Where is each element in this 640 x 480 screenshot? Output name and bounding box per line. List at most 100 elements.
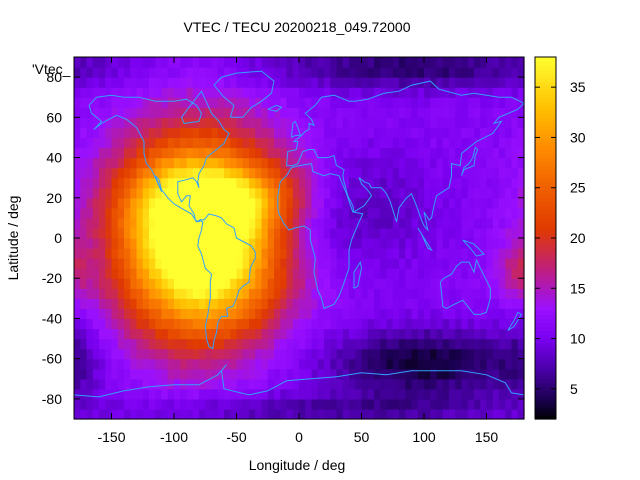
heatmap-cell bbox=[74, 318, 81, 330]
heatmap-cell bbox=[486, 187, 494, 199]
heatmap-cell bbox=[142, 57, 150, 68]
heatmap-cell bbox=[386, 137, 394, 149]
heatmap-cell bbox=[230, 338, 238, 350]
heatmap-cell bbox=[74, 408, 81, 420]
heatmap-cell bbox=[199, 258, 206, 269]
heatmap-cell bbox=[311, 378, 319, 390]
heatmap-cell bbox=[230, 117, 238, 128]
heatmap-cell bbox=[86, 248, 94, 259]
heatmap-cell bbox=[417, 258, 425, 269]
heatmap-cell bbox=[386, 157, 394, 169]
heatmap-cell bbox=[286, 328, 294, 340]
colorbar-segment bbox=[535, 342, 556, 348]
heatmap-cell bbox=[511, 408, 519, 420]
heatmap-cell bbox=[149, 258, 156, 269]
heatmap-cell bbox=[111, 217, 119, 229]
heatmap-cell bbox=[299, 217, 306, 229]
heatmap-cell bbox=[199, 107, 206, 118]
heatmap-cell bbox=[399, 217, 406, 229]
heatmap-cell bbox=[417, 408, 425, 420]
heatmap-cell bbox=[430, 87, 438, 98]
heatmap-cell bbox=[224, 298, 231, 309]
heatmap-cell bbox=[292, 107, 300, 118]
heatmap-cell bbox=[505, 258, 513, 269]
heatmap-cell bbox=[299, 127, 306, 139]
heatmap-cell bbox=[449, 318, 456, 330]
heatmap-cell bbox=[267, 318, 275, 330]
heatmap-cell bbox=[474, 87, 481, 98]
heatmap-cell bbox=[467, 57, 475, 68]
heatmap-cell bbox=[342, 137, 350, 149]
heatmap-cell bbox=[286, 157, 294, 169]
heatmap-cell bbox=[442, 147, 450, 159]
heatmap-cell bbox=[211, 157, 219, 169]
heatmap-cell bbox=[186, 67, 194, 78]
heatmap-cell bbox=[192, 258, 200, 269]
heatmap-cell bbox=[324, 197, 331, 209]
heatmap-cell bbox=[217, 177, 225, 189]
heatmap-cell bbox=[199, 77, 206, 88]
heatmap-cell bbox=[517, 107, 525, 118]
colorbar-segment bbox=[535, 189, 556, 195]
heatmap-cell bbox=[274, 67, 281, 78]
heatmap-cell bbox=[492, 268, 500, 279]
heatmap-cell bbox=[349, 87, 356, 98]
heatmap-cell bbox=[136, 378, 144, 390]
heatmap-cell bbox=[117, 157, 125, 169]
heatmap-cell bbox=[367, 248, 375, 259]
heatmap-cell bbox=[355, 157, 363, 169]
heatmap-cell bbox=[230, 278, 238, 289]
heatmap-cell bbox=[292, 268, 300, 279]
heatmap-cell bbox=[499, 308, 506, 320]
heatmap-cell bbox=[480, 87, 488, 98]
colorbar-segment bbox=[535, 370, 556, 376]
heatmap-cell bbox=[480, 187, 488, 199]
heatmap-cell bbox=[405, 67, 413, 78]
heatmap-cell bbox=[192, 127, 200, 139]
heatmap-cell bbox=[242, 358, 250, 370]
heatmap-cell bbox=[99, 358, 106, 370]
heatmap-cell bbox=[80, 238, 88, 249]
heatmap-cell bbox=[405, 348, 413, 360]
heatmap-cell bbox=[286, 107, 294, 118]
heatmap-cell bbox=[411, 107, 419, 118]
heatmap-cell bbox=[124, 388, 131, 400]
heatmap-cell bbox=[436, 358, 444, 370]
heatmap-cell bbox=[217, 217, 225, 229]
heatmap-cell bbox=[324, 187, 331, 199]
heatmap-cell bbox=[211, 278, 219, 289]
heatmap-cell bbox=[311, 388, 319, 400]
heatmap-cell bbox=[511, 137, 519, 149]
heatmap-cell bbox=[292, 408, 300, 420]
heatmap-cell bbox=[242, 328, 250, 340]
heatmap-cell bbox=[86, 388, 94, 400]
heatmap-cell bbox=[99, 137, 106, 149]
heatmap-cell bbox=[474, 187, 481, 199]
heatmap-cell bbox=[342, 127, 350, 139]
heatmap-cell bbox=[386, 117, 394, 128]
heatmap-cell bbox=[349, 338, 356, 350]
heatmap-cell bbox=[280, 147, 288, 159]
heatmap-cell bbox=[374, 318, 381, 330]
heatmap-cell bbox=[199, 137, 206, 149]
heatmap-cell bbox=[417, 187, 425, 199]
heatmap-cell bbox=[355, 328, 363, 340]
heatmap-cell bbox=[255, 77, 263, 88]
heatmap-cell bbox=[367, 238, 375, 249]
x-tick-label: -150 bbox=[97, 429, 125, 445]
heatmap-cell bbox=[349, 278, 356, 289]
heatmap-cell bbox=[467, 87, 475, 98]
heatmap-cell bbox=[392, 238, 400, 249]
heatmap-cell bbox=[499, 378, 506, 390]
heatmap-cell bbox=[386, 207, 394, 219]
heatmap-cell bbox=[249, 408, 256, 420]
heatmap-cell bbox=[149, 97, 156, 108]
heatmap-cell bbox=[311, 97, 319, 108]
heatmap-cell bbox=[86, 177, 94, 189]
heatmap-cell bbox=[486, 137, 494, 149]
heatmap-cell bbox=[192, 157, 200, 169]
heatmap-cell bbox=[317, 298, 325, 309]
heatmap-cell bbox=[180, 258, 188, 269]
heatmap-cell bbox=[336, 167, 344, 179]
heatmap-cell bbox=[380, 57, 388, 68]
